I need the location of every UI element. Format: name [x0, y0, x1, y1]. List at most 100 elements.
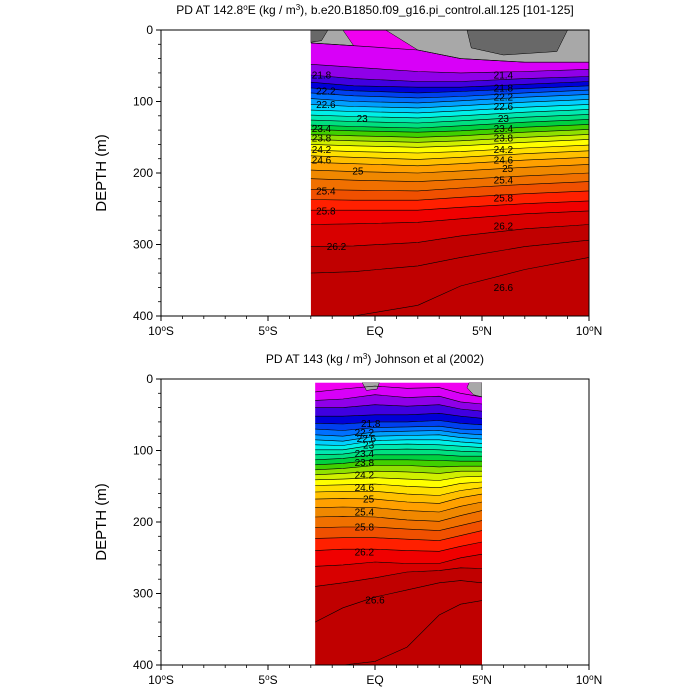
bottom-y-tick-label: 0 [146, 372, 153, 386]
bottom-contour-band [315, 394, 482, 412]
bottom-contour-label: 24.2 [355, 470, 375, 481]
top-contour-line [310, 99, 589, 109]
bottom-y-axis-label: DEPTH (m) [93, 483, 110, 561]
bottom-contour-line [315, 553, 482, 567]
bottom-contour-line [315, 530, 482, 541]
bottom-contour-band [315, 600, 482, 665]
top-contour-label: 26.2 [494, 221, 514, 232]
top-contour-line [310, 172, 589, 182]
bottom-contour-label: 26.2 [355, 548, 375, 559]
bottom-contour-label: 21.8 [361, 419, 381, 430]
top-contour-line [310, 144, 589, 154]
bottom-contour-line [315, 487, 482, 496]
bottom-contour-line [315, 448, 482, 456]
top-contour-lines [310, 42, 589, 316]
top-contour-band [310, 157, 589, 173]
bottom-x-tick-label: EQ [366, 673, 383, 687]
top-contour-label: 23 [498, 114, 510, 125]
bottom-y-tick-label: 400 [133, 658, 153, 672]
top-contour-labels: 21.8 21.422.2 21.822.622.22322.623.42323.8… [312, 71, 514, 294]
top-x-tick-label: EQ [366, 324, 383, 338]
top-contour-label: 22.6 [316, 100, 336, 111]
bottom-contour-band [315, 430, 482, 442]
top-panel-title: PD AT 142.8oE (kg / m3), b.e20.B1850.f09… [176, 3, 573, 18]
top-contour-line [310, 181, 589, 192]
top-contour-band [310, 150, 589, 166]
top-contour-label: 25 [352, 166, 364, 177]
bottom-x-tick-label: 5oS [258, 673, 277, 688]
top-contour-label: 26.6 [494, 283, 514, 294]
bottom-contour-band [315, 404, 482, 419]
top-contour-label: 26.2 [327, 242, 347, 253]
top-contour-band [310, 181, 589, 201]
bottom-contour-band [315, 482, 482, 496]
top-contour-line [310, 190, 589, 201]
bottom-contour-band [315, 439, 482, 450]
bottom-contour-line [315, 459, 482, 466]
bottom-contour-band [315, 520, 482, 541]
top-contour-band [310, 75, 589, 88]
top-x-tick-label: 10oN [576, 324, 602, 339]
bottom-contour-band [315, 459, 482, 470]
bottom-contour-line [315, 412, 482, 419]
top-y-tick-label: 300 [133, 238, 153, 252]
top-contour-label: 22.2 [494, 93, 514, 104]
bottom-contour-band [315, 510, 482, 531]
top-contour-line [310, 210, 589, 225]
top-contour-line [310, 200, 589, 211]
bottom-contour-band [315, 465, 482, 475]
top-contour-label: 21.8 [312, 71, 332, 82]
bottom-x-tick-label: 10oN [576, 673, 602, 688]
top-contour-line [310, 257, 589, 316]
bottom-contour-label: 23.4 [355, 449, 375, 460]
bottom-contour-lines [315, 385, 482, 665]
top-contour-line [310, 94, 589, 104]
top-contour-label: 25.4 [494, 176, 514, 187]
top-contour-line [310, 157, 589, 167]
bottom-contour-line [315, 443, 482, 451]
bottom-contour-band [315, 449, 482, 460]
top-contour-panel: PD AT 142.8oE (kg / m3), b.e20.B1850.f09… [93, 3, 602, 339]
top-contour-label: 23.8 [312, 134, 332, 145]
bottom-contour-band [315, 554, 482, 587]
top-contour-band [310, 257, 589, 316]
bottom-contour-line [315, 510, 482, 522]
bottom-contour-line [315, 567, 482, 587]
bottom-y-tick-label: 200 [133, 515, 153, 529]
top-y-tick-label: 0 [146, 23, 153, 37]
bottom-contour-label: 25.4 [355, 508, 375, 519]
top-x-tick-label: 5oN [472, 324, 492, 339]
bottom-contour-label: 24.6 [355, 483, 375, 494]
bottom-contour-line [315, 454, 482, 461]
top-contour-line [310, 85, 589, 94]
bottom-contour-line [315, 420, 482, 426]
top-gray-region [310, 30, 329, 43]
top-contour-line [310, 109, 589, 119]
bottom-contour-band [315, 476, 482, 488]
top-contour-label: 24.2 [312, 145, 332, 156]
top-contour-label: 24.6 [312, 156, 332, 167]
bottom-contour-line [315, 465, 482, 471]
top-x-tick-label: 10oS [148, 324, 174, 339]
bottom-y-tick-label: 100 [133, 444, 153, 458]
top-contour-label: 21.4 [494, 71, 514, 82]
bottom-y-tick-label: 300 [133, 587, 153, 601]
top-contour-label: 25 [502, 164, 514, 175]
top-contour-line [310, 134, 589, 143]
top-contour-line [310, 89, 589, 99]
bottom-contour-band [315, 413, 482, 425]
bottom-contour-line [315, 470, 482, 476]
top-contour-label: 25.4 [316, 186, 336, 197]
bottom-contour-band [315, 382, 482, 397]
bottom-contour-line [315, 541, 482, 552]
top-contour-line [310, 42, 589, 63]
bottom-contour-label: 25 [363, 495, 375, 506]
top-y-tick-label: 400 [133, 309, 153, 323]
top-contour-line [310, 224, 589, 247]
bottom-contour-band [315, 494, 482, 512]
bottom-contour-label: 25.8 [355, 523, 375, 534]
bottom-panel-title: PD AT 143 (kg / m3) Johnson et al (2002) [266, 352, 484, 367]
bottom-contour-band [315, 386, 482, 404]
